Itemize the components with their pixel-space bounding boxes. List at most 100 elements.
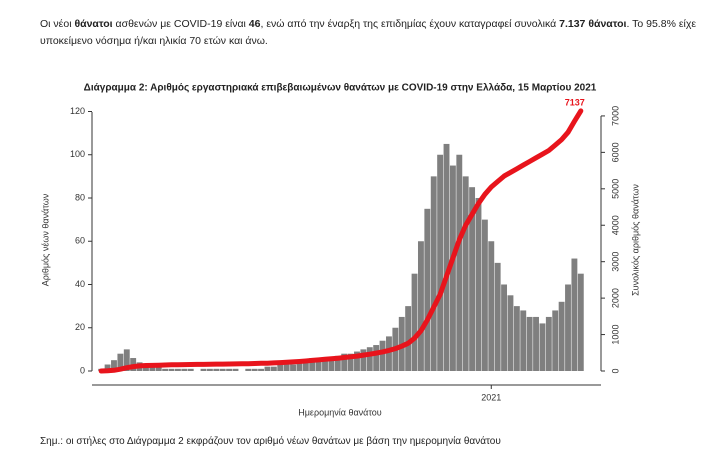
bar [360, 349, 367, 371]
bar [526, 316, 533, 371]
bar [155, 366, 162, 371]
bar [462, 176, 469, 371]
y-tick-label: 120 [70, 106, 85, 116]
bar [488, 241, 495, 371]
chart: Διάγραμμα 2: Αριθμός εργαστηριακά επιβεβ… [40, 83, 640, 418]
bar [200, 368, 207, 371]
bar [283, 364, 290, 371]
y-tick-label: 20 [75, 322, 85, 332]
bar [117, 353, 124, 371]
bar [347, 353, 354, 371]
text: . Το 95.8% είχε υποκείμενο νόσημα ή/και … [40, 18, 697, 47]
bar [379, 340, 386, 371]
y-tick-label: 60 [75, 236, 85, 246]
y2-tick-label: 0 [610, 368, 620, 373]
bar [494, 262, 501, 371]
bar [277, 364, 284, 371]
bar [373, 345, 380, 371]
bar [501, 284, 508, 371]
bar [162, 368, 169, 371]
y2-tick-label: 4000 [610, 215, 620, 235]
bar [449, 165, 456, 371]
bar [181, 368, 188, 371]
bar [552, 310, 559, 371]
bar [149, 366, 156, 371]
y2-tick-label: 2000 [610, 288, 620, 308]
bar [533, 316, 539, 371]
bar [341, 353, 348, 371]
bar [437, 154, 444, 371]
bar [309, 358, 316, 371]
bar [226, 368, 233, 371]
bar [219, 368, 226, 371]
y2-tick-label: 7000 [610, 106, 620, 126]
x-tick-label: 2021 [481, 392, 501, 402]
text: , ενώ από την έναρξη της επιδημίας έχουν… [260, 18, 560, 30]
bar [328, 358, 335, 371]
bar [232, 368, 239, 371]
bar [187, 368, 194, 371]
data-label: 7137 [565, 97, 585, 107]
y-tick-label: 100 [70, 149, 85, 159]
bar [443, 143, 450, 371]
bar [258, 368, 265, 371]
bar [111, 360, 117, 371]
bar [296, 362, 303, 371]
cumulative-line [98, 108, 584, 374]
bar [481, 219, 488, 371]
bar [174, 368, 181, 371]
bar [565, 284, 571, 371]
bold-text: 7.137 θάνατοι [559, 18, 627, 30]
bar [245, 368, 252, 371]
y-tick-label: 0 [80, 365, 85, 375]
bar [302, 360, 309, 371]
bar [417, 241, 424, 371]
bar [405, 306, 412, 371]
bar [545, 316, 552, 371]
y2-tick-label: 1000 [610, 325, 620, 345]
bar [507, 295, 514, 371]
bar [104, 364, 111, 371]
bar [577, 273, 584, 371]
bar [322, 360, 328, 371]
y2-tick-label: 3000 [610, 252, 620, 272]
bold-text: θάνατοι [74, 18, 113, 30]
bar [168, 368, 175, 371]
text: Οι νέοι [40, 18, 75, 30]
y-tick-label: 40 [75, 279, 85, 289]
bar [571, 258, 578, 371]
bar [123, 349, 130, 371]
bar [558, 301, 565, 371]
bar [290, 364, 296, 371]
bar [513, 306, 520, 371]
y2-tick-label: 6000 [610, 142, 620, 162]
bar [456, 154, 463, 371]
bar [354, 351, 360, 371]
bar [213, 368, 220, 371]
y-tick-label: 80 [75, 192, 85, 202]
chart-title: Διάγραμμα 2: Αριθμός εργαστηριακά επιβεβ… [84, 83, 597, 94]
bar [424, 208, 431, 371]
bar [251, 368, 258, 371]
bar [315, 358, 322, 371]
y2-tick-label: 5000 [610, 179, 620, 199]
text: ασθενών με COVID-19 είναι [112, 18, 249, 30]
x-axis-label: Ημερομηνία θανάτου [298, 407, 382, 417]
intro: Οι νέοι θάνατοι ασθενών με COVID-19 είνα… [40, 16, 700, 50]
bar [469, 187, 476, 371]
bar [475, 197, 482, 371]
bold-text: 46 [248, 18, 261, 30]
note: Σημ.: οι στήλες στο Διάγραμμα 2 εκφράζου… [40, 436, 501, 447]
bar [206, 368, 213, 371]
bar [430, 176, 437, 371]
bar [366, 347, 373, 371]
bar [270, 366, 277, 371]
bar [386, 336, 392, 371]
y2-axis-label: Συνολικός αριθμός θανάτων [630, 184, 640, 296]
bar [539, 323, 546, 371]
bar [520, 310, 527, 371]
bar [264, 366, 271, 371]
bar [411, 273, 418, 371]
y-axis-label: Αριθμός νέων θανάτων [40, 193, 50, 286]
